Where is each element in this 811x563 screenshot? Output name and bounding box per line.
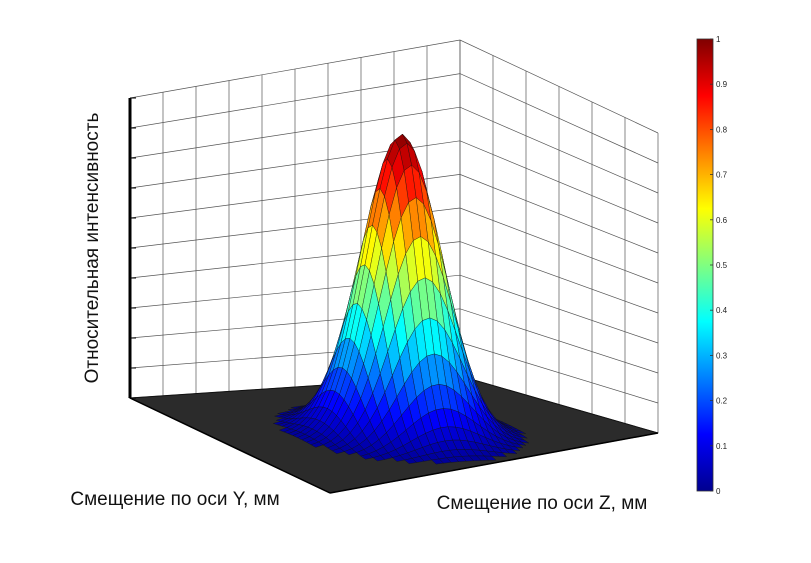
z-offset-axis-line <box>329 432 659 494</box>
gaussian-surface <box>272 133 529 465</box>
grid-line <box>129 274 659 344</box>
colorbar-tick-label: 0.6 <box>716 216 728 225</box>
z-axis-label: Относительная интенсивность <box>82 113 103 384</box>
colorbar-ticks: 0 0.1 0.2 0.3 0.4 0.5 0.6 0.7 0.8 0.9 1 <box>710 35 728 496</box>
grid-line <box>129 308 659 374</box>
colorbar-tick-label: 0.7 <box>716 171 728 180</box>
surface-patch <box>372 455 386 462</box>
colorbar-tick-label: 0.5 <box>716 261 728 270</box>
colorbar-tick-label: 0.8 <box>716 125 728 134</box>
y-axis-label: Смещение по оси Z, мм <box>437 493 648 514</box>
grid-line <box>129 207 659 284</box>
grid-line <box>129 140 659 224</box>
y-axis-line <box>129 397 331 494</box>
colorbar-tick-label: 0.9 <box>716 80 728 89</box>
colorbar-tick-label: 0 <box>716 487 721 496</box>
x-axis-label: Смещение по оси Y, мм <box>70 489 279 510</box>
grid-line <box>129 174 659 254</box>
grid-line <box>129 241 659 314</box>
axis-box-edges <box>128 97 659 494</box>
grid-line <box>129 106 659 194</box>
grid-line <box>129 39 659 134</box>
surface-patch <box>404 458 417 464</box>
colorbar-tick-label: 0.3 <box>716 351 728 360</box>
colorbar-tick-label: 0.2 <box>716 397 728 406</box>
grid-line <box>129 73 659 164</box>
colorbar-tick-label: 1 <box>716 35 721 44</box>
colorbar-tick-label: 0.4 <box>716 306 728 315</box>
colorbar-tick-label: 0.1 <box>716 442 728 451</box>
surface-patch <box>431 458 444 465</box>
